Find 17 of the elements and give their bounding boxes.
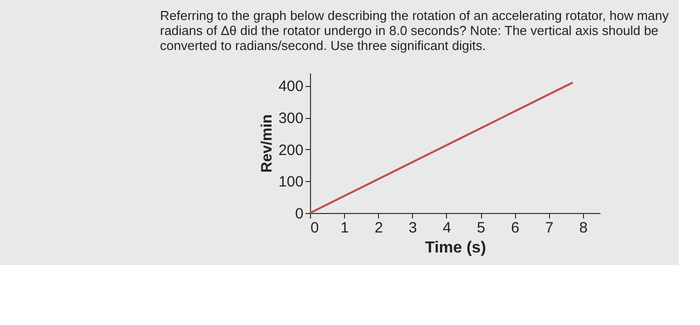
x-tick-label: 3 (408, 220, 418, 236)
x-tick-label: 5 (476, 220, 486, 236)
y-tick-label: 0 (295, 206, 304, 222)
x-tick-label: 8 (579, 220, 588, 236)
x-tick-label: 7 (545, 220, 554, 236)
y-tick-label: 400 (278, 78, 304, 96)
x-tick-label: 4 (442, 220, 452, 236)
y-tick-label: 300 (278, 110, 304, 128)
x-tick-label: 0 (310, 220, 319, 236)
x-axis-title: Time (s) (424, 240, 486, 256)
x-tick-label: 2 (374, 220, 383, 236)
x-tick-label: 6 (511, 220, 520, 236)
y-tick-label: 100 (278, 174, 304, 191)
y-tick-label: 200 (278, 142, 304, 159)
y-axis-title: Rev/min (258, 114, 276, 173)
chart-title: Referring to the graph below describing the rotation of an accelerating rotator, how many radians of Δθ did the rotator undergo in 8.0 seconds? Note: The vertical axis should be converted to radians/second. Use three significant digits. (160, 8, 670, 53)
x-tick-label: 1 (340, 220, 349, 236)
